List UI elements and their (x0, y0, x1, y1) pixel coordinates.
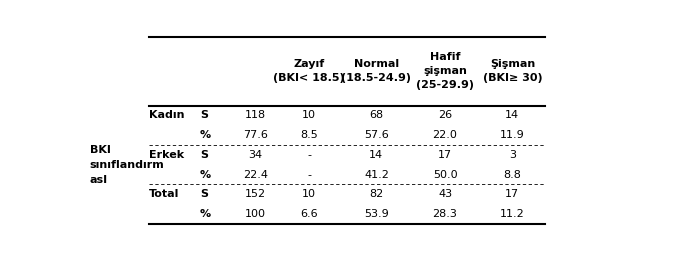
Text: 6.6: 6.6 (300, 209, 318, 219)
Text: 22.0: 22.0 (432, 130, 457, 140)
Text: Zayıf
(BKI< 18.5): Zayıf (BKI< 18.5) (273, 59, 345, 83)
Text: 57.6: 57.6 (364, 130, 389, 140)
Text: 53.9: 53.9 (364, 209, 389, 219)
Text: 11.9: 11.9 (500, 130, 525, 140)
Text: -: - (307, 150, 311, 160)
Text: 14: 14 (505, 111, 519, 121)
Text: 118: 118 (245, 111, 265, 121)
Text: 41.2: 41.2 (364, 170, 389, 180)
Text: BKI
sınıflandırm
asI: BKI sınıflandırm asI (90, 145, 164, 185)
Text: 17: 17 (505, 189, 519, 199)
Text: 14: 14 (369, 150, 384, 160)
Text: 3: 3 (509, 150, 516, 160)
Text: 43: 43 (438, 189, 452, 199)
Text: Kadın: Kadın (149, 111, 184, 121)
Text: 10: 10 (302, 111, 316, 121)
Text: S: S (200, 150, 208, 160)
Text: 34: 34 (248, 150, 262, 160)
Text: 152: 152 (245, 189, 265, 199)
Text: %: % (200, 170, 211, 180)
Text: 8.5: 8.5 (300, 130, 318, 140)
Text: 8.8: 8.8 (503, 170, 521, 180)
Text: 77.6: 77.6 (243, 130, 268, 140)
Text: 82: 82 (369, 189, 384, 199)
Text: Hafif
şişman
(25-29.9): Hafif şişman (25-29.9) (416, 52, 474, 90)
Text: 11.2: 11.2 (500, 209, 525, 219)
Text: 26: 26 (438, 111, 452, 121)
Text: S: S (200, 189, 208, 199)
Text: Normal
(18.5-24.9): Normal (18.5-24.9) (341, 59, 411, 83)
Text: 22.4: 22.4 (243, 170, 268, 180)
Text: Total: Total (149, 189, 179, 199)
Text: -: - (307, 170, 311, 180)
Text: Erkek: Erkek (149, 150, 184, 160)
Text: 100: 100 (245, 209, 265, 219)
Text: 68: 68 (369, 111, 384, 121)
Text: %: % (200, 209, 211, 219)
Text: 17: 17 (438, 150, 452, 160)
Text: 10: 10 (302, 189, 316, 199)
Text: 50.0: 50.0 (433, 170, 457, 180)
Text: 28.3: 28.3 (432, 209, 457, 219)
Text: Şişman
(BKI≥ 30): Şişman (BKI≥ 30) (482, 59, 542, 83)
Text: S: S (200, 111, 208, 121)
Text: %: % (200, 130, 211, 140)
